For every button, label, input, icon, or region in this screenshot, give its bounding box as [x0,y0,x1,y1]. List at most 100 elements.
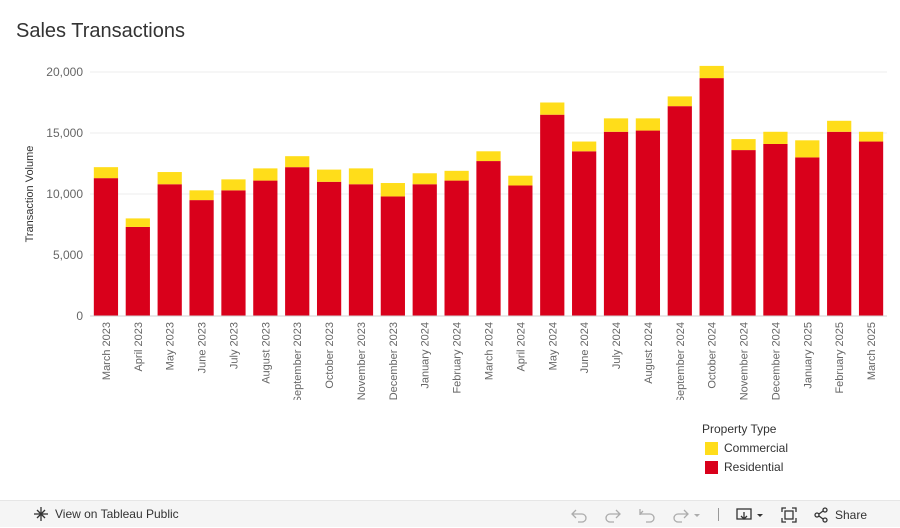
x-tick-label: November 2023 [356,322,368,400]
y-tick-label: 15,000 [46,126,83,140]
undo-icon [571,509,587,523]
bar-residential [731,150,756,316]
toolbar-separator [717,508,719,521]
x-tick-label: May 2023 [165,322,177,370]
bar-residential [540,114,565,316]
x-tick-label: September 2024 [675,322,687,400]
chart-title: Sales Transactions [16,20,185,42]
bar-commercial [380,183,405,197]
bar-commercial [763,131,788,144]
y-tick-label: 10,000 [46,187,83,201]
download-button[interactable] [735,507,765,523]
x-tick-label: December 2024 [770,322,782,400]
bar-commercial [572,141,597,152]
x-tick-label: June 2024 [579,322,591,373]
x-tick-label: March 2024 [484,322,496,380]
bar-commercial [316,169,342,182]
y-axis-title: Transaction Volume [24,146,36,243]
bar-residential [221,190,246,316]
legend-label-residential: Residential [724,460,784,474]
legend-swatch-residential [705,460,718,474]
bar-commercial [476,151,501,162]
bar-residential [476,161,501,316]
view-on-tableau-public-link[interactable]: View on Tableau Public [33,506,179,522]
y-tick-label: 0 [76,309,83,323]
bar-residential [508,185,533,316]
fullscreen-button[interactable] [781,506,797,523]
bar-commercial [540,102,565,115]
bar-residential [667,106,692,316]
bar-residential [157,184,182,316]
legend-item-commercial[interactable]: Commercial [702,441,788,455]
bar-commercial [699,65,724,79]
bar-commercial [444,170,469,181]
share-button[interactable]: Share [813,506,867,523]
x-tick-label: January 2024 [420,322,432,389]
bar-commercial [157,172,182,185]
x-tick-label: January 2025 [802,322,814,389]
bar-residential [444,180,469,316]
bar-residential [699,78,724,316]
share-label: Share [834,507,867,522]
bar-residential [635,130,661,316]
share-icon [814,506,828,523]
x-tick-label: August 2024 [643,322,655,384]
bar-commercial [858,131,884,142]
bar-residential [763,143,788,316]
bar-residential [795,157,820,316]
bar-commercial [348,168,374,185]
bar-residential [572,151,597,316]
bar-commercial [635,118,661,131]
legend-swatch-commercial [705,441,718,455]
x-tick-label: March 2025 [866,322,878,380]
legend-label-commercial: Commercial [724,441,789,455]
download-icon [736,507,763,520]
x-tick-label: August 2023 [260,322,272,384]
x-tick-label: May 2024 [547,322,559,370]
bar-residential [316,181,342,316]
bar-residential [189,200,214,316]
x-tick-label: April 2024 [515,322,527,372]
bar-commercial [795,140,820,158]
bar-commercial [221,179,246,191]
bar-commercial [827,120,852,132]
legend-item-residential[interactable]: Residential [702,460,788,474]
refresh-button[interactable] [672,507,702,523]
bar-residential [412,184,437,316]
fullscreen-icon [781,506,797,523]
y-tick-label: 5,000 [53,248,83,262]
redo-icon [605,509,621,523]
x-tick-label: December 2023 [388,322,400,400]
bar-commercial [508,175,533,186]
redo-button[interactable] [604,507,622,523]
x-tick-label: October 2024 [707,322,719,389]
revert-button[interactable] [638,507,656,523]
bar-residential [285,167,310,316]
tableau-logo-icon [34,507,48,521]
bar-commercial [125,218,150,227]
y-tick-label: 20,000 [46,65,83,79]
bar-commercial [93,167,119,179]
tableau-toolbar: View on Tableau Public Share [0,500,900,527]
undo-button[interactable] [570,507,588,523]
x-tick-label: February 2024 [452,322,464,394]
legend-title: Property Type [702,422,777,436]
bar-residential [858,141,884,316]
bar-residential [348,184,374,316]
bar-residential [603,131,629,316]
x-tick-label: April 2023 [133,322,145,372]
legend: Property Type Commercial Residential [702,422,788,479]
x-tick-label: October 2023 [324,322,336,389]
bar-commercial [731,139,756,151]
x-tick-label: February 2025 [834,322,846,394]
bar-commercial [412,173,437,185]
x-tick-label: March 2023 [101,322,113,380]
view-on-tableau-public-label: View on Tableau Public [55,507,179,521]
bar-commercial [667,96,692,107]
refresh-icon [673,509,700,523]
bar-chart: 0 5,000 10,000 15,000 20,000 Transaction Volu… [24,65,887,400]
bar-commercial [189,190,214,201]
x-tick-label: November 2024 [739,322,751,400]
bar-residential [93,178,119,316]
bar-commercial [603,118,629,132]
